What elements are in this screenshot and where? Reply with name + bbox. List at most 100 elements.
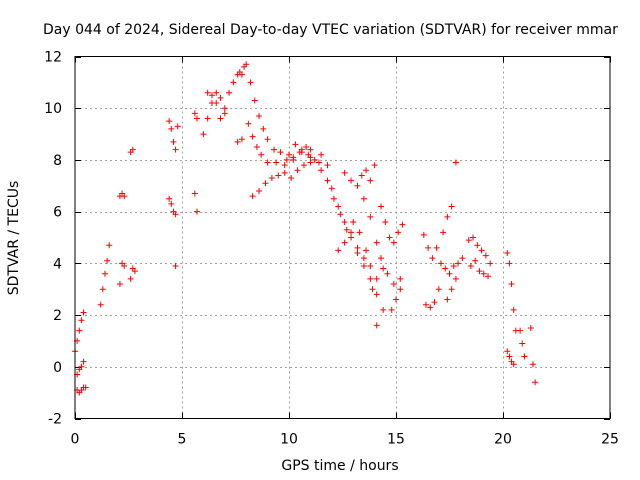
data-point bbox=[360, 262, 367, 269]
data-point bbox=[465, 237, 472, 244]
data-point bbox=[354, 182, 361, 189]
data-point bbox=[487, 260, 494, 267]
data-point bbox=[384, 270, 391, 277]
series-pass-13 bbox=[191, 110, 200, 122]
series-pass-26 bbox=[358, 162, 378, 184]
data-point bbox=[397, 286, 404, 293]
data-point bbox=[168, 200, 175, 207]
data-point bbox=[307, 146, 314, 153]
data-point bbox=[341, 169, 348, 176]
grid-lines bbox=[75, 56, 610, 419]
data-point bbox=[318, 151, 325, 158]
data-point bbox=[425, 244, 432, 251]
data-point bbox=[371, 162, 378, 169]
data-point bbox=[399, 221, 406, 228]
data-point bbox=[506, 260, 513, 267]
data-point bbox=[420, 231, 427, 238]
data-point bbox=[341, 218, 348, 225]
y-tick-label: -2 bbox=[48, 412, 62, 428]
series-pass-09 bbox=[166, 195, 179, 218]
data-point bbox=[517, 327, 524, 334]
series-pass-37 bbox=[467, 257, 492, 280]
series-pass-29 bbox=[388, 286, 404, 313]
series-pass-25 bbox=[350, 218, 380, 329]
data-point bbox=[305, 151, 312, 158]
data-point bbox=[271, 146, 278, 153]
data-point bbox=[350, 218, 357, 225]
data-point bbox=[281, 162, 288, 169]
y-tick-label: 12 bbox=[44, 50, 62, 66]
data-point bbox=[80, 309, 87, 316]
data-point bbox=[166, 195, 173, 202]
data-point bbox=[341, 239, 348, 246]
data-point bbox=[292, 141, 299, 148]
series-pass-24 bbox=[335, 229, 387, 313]
data-point bbox=[521, 353, 528, 360]
series-pass-28 bbox=[378, 255, 404, 288]
data-points bbox=[72, 61, 539, 396]
y-tick-label: 10 bbox=[44, 101, 62, 117]
x-tick-label: 20 bbox=[494, 432, 512, 448]
series-pass-27 bbox=[378, 203, 406, 246]
data-point bbox=[519, 340, 526, 347]
data-point bbox=[367, 275, 374, 282]
data-point bbox=[200, 131, 207, 138]
data-point bbox=[397, 275, 404, 282]
data-point bbox=[204, 115, 211, 122]
data-point bbox=[101, 270, 108, 277]
series-pass-23 bbox=[341, 169, 387, 272]
data-point bbox=[367, 213, 374, 220]
data-point bbox=[335, 247, 342, 254]
y-tick-label: 0 bbox=[53, 360, 62, 376]
data-point bbox=[193, 115, 200, 122]
data-point bbox=[204, 89, 211, 96]
data-point bbox=[106, 242, 113, 249]
data-point bbox=[378, 255, 385, 262]
data-point bbox=[131, 268, 138, 275]
series-pass-22 bbox=[318, 151, 380, 282]
x-tick-label: 10 bbox=[280, 432, 298, 448]
data-point bbox=[80, 358, 87, 365]
series-pass-11 bbox=[172, 262, 179, 269]
y-tick-label: 4 bbox=[53, 256, 62, 272]
data-point bbox=[470, 234, 477, 241]
series-pass-08 bbox=[127, 146, 136, 156]
data-point bbox=[217, 115, 224, 122]
data-point bbox=[448, 203, 455, 210]
data-point bbox=[431, 299, 438, 306]
data-point bbox=[260, 125, 267, 132]
series-pass-21 bbox=[286, 141, 350, 233]
data-point bbox=[288, 175, 295, 182]
data-point bbox=[311, 156, 318, 163]
x-tick-labels: 0 5 10 15 20 25 bbox=[71, 432, 619, 448]
data-point bbox=[268, 175, 275, 182]
data-point bbox=[506, 353, 513, 360]
data-point bbox=[208, 92, 215, 99]
series-pass-02 bbox=[74, 358, 87, 378]
series-pass-39 bbox=[504, 348, 517, 368]
data-point bbox=[532, 379, 539, 386]
data-point bbox=[247, 79, 254, 86]
data-point bbox=[243, 61, 250, 68]
data-point bbox=[360, 255, 367, 262]
series-pass-14 bbox=[200, 79, 237, 138]
data-point bbox=[318, 167, 325, 174]
data-point bbox=[121, 262, 128, 269]
data-point bbox=[324, 177, 331, 184]
data-point bbox=[393, 296, 399, 303]
data-point bbox=[129, 146, 136, 153]
data-point bbox=[450, 262, 457, 269]
series-pass-05 bbox=[116, 190, 128, 200]
data-point bbox=[508, 281, 515, 288]
series-pass-35 bbox=[452, 159, 459, 166]
data-point bbox=[256, 112, 263, 119]
data-point bbox=[283, 156, 290, 163]
data-point bbox=[121, 193, 128, 200]
data-point bbox=[226, 89, 233, 96]
data-point bbox=[99, 286, 106, 293]
data-point bbox=[258, 151, 265, 158]
data-point bbox=[378, 203, 385, 210]
data-point bbox=[455, 260, 462, 267]
axis-ticks bbox=[75, 56, 611, 420]
